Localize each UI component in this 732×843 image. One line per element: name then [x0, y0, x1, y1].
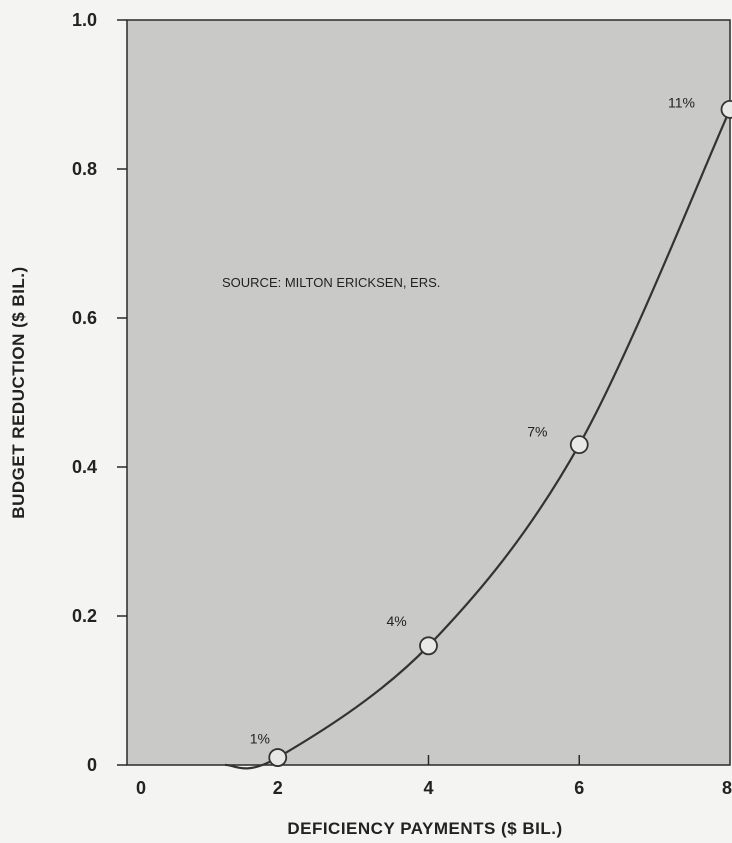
x-axis-title: DEFICIENCY PAYMENTS ($ BIL.): [287, 819, 562, 838]
x-tick-label: 0: [136, 778, 146, 798]
data-point: [268, 748, 288, 767]
y-tick-label: 0: [87, 755, 97, 775]
y-axis: 0 0.2 0.4 0.6 0.8 1.0: [72, 10, 127, 775]
source-annotation: SOURCE: MILTON ERICKSEN, ERS.: [222, 275, 440, 290]
data-point: [419, 636, 438, 656]
y-tick-label: 0.6: [72, 308, 97, 328]
y-axis-title: BUDGET REDUCTION ($ BIL.): [9, 266, 28, 518]
data-label: 11%: [668, 94, 695, 110]
data-label: 7%: [527, 424, 547, 440]
data-point: [569, 435, 589, 455]
data-label: 1%: [250, 731, 270, 747]
data-points: 1% 4% 7% 11%: [250, 94, 732, 767]
x-tick-label: 8: [722, 778, 732, 798]
y-tick-label: 0.8: [72, 159, 97, 179]
x-tick-label: 6: [574, 778, 584, 798]
data-label: 4%: [387, 613, 407, 629]
y-tick-label: 0.4: [72, 457, 97, 477]
data-point: [720, 100, 732, 119]
y-tick-label: 1.0: [72, 10, 97, 30]
x-tick-label: 2: [273, 778, 283, 798]
y-tick-label: 0.2: [72, 606, 97, 626]
x-tick-label: 4: [423, 778, 433, 798]
